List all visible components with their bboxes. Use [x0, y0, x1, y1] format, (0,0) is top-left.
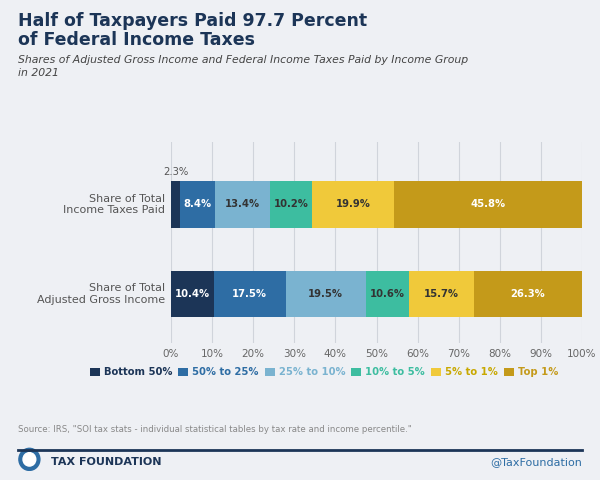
- Bar: [366, 271, 409, 317]
- Text: Share of Total
Adjusted Gross Income: Share of Total Adjusted Gross Income: [37, 283, 165, 305]
- Text: 10.2%: 10.2%: [274, 199, 308, 209]
- Bar: [394, 181, 582, 228]
- Text: 19.9%: 19.9%: [335, 199, 370, 209]
- Text: 13.4%: 13.4%: [225, 199, 260, 209]
- Bar: [312, 181, 394, 228]
- Text: Shares of Adjusted Gross Income and Federal Income Taxes Paid by Income Group
in: Shares of Adjusted Gross Income and Fede…: [18, 55, 468, 78]
- Circle shape: [23, 453, 36, 466]
- Text: 10.6%: 10.6%: [370, 289, 405, 299]
- Text: Share of Total
Income Taxes Paid: Share of Total Income Taxes Paid: [63, 193, 165, 215]
- Legend: Bottom 50%, 50% to 25%, 25% to 10%, 10% to 5%, 5% to 1%, Top 1%: Bottom 50%, 50% to 25%, 25% to 10%, 10% …: [86, 363, 562, 382]
- Text: 45.8%: 45.8%: [470, 199, 505, 209]
- Bar: [215, 181, 270, 228]
- Bar: [171, 271, 214, 317]
- Text: 26.3%: 26.3%: [511, 289, 545, 299]
- Text: 19.5%: 19.5%: [308, 289, 343, 299]
- Text: @TaxFoundation: @TaxFoundation: [490, 457, 582, 467]
- Text: Source: IRS, "SOI tax stats - individual statistical tables by tax rate and inco: Source: IRS, "SOI tax stats - individual…: [18, 425, 412, 434]
- Text: 17.5%: 17.5%: [232, 289, 267, 299]
- Bar: [474, 271, 582, 317]
- Bar: [270, 181, 312, 228]
- Text: 2.3%: 2.3%: [163, 168, 188, 178]
- Text: of Federal Income Taxes: of Federal Income Taxes: [18, 31, 255, 49]
- Circle shape: [19, 448, 40, 470]
- Bar: [171, 181, 181, 228]
- Bar: [409, 271, 474, 317]
- Text: 15.7%: 15.7%: [424, 289, 459, 299]
- Text: Half of Taxpayers Paid 97.7 Percent: Half of Taxpayers Paid 97.7 Percent: [18, 12, 367, 30]
- Text: 8.4%: 8.4%: [184, 199, 212, 209]
- Bar: [286, 271, 366, 317]
- Bar: [181, 181, 215, 228]
- Text: TAX FOUNDATION: TAX FOUNDATION: [51, 457, 161, 467]
- Bar: [214, 271, 286, 317]
- Text: 10.4%: 10.4%: [175, 289, 210, 299]
